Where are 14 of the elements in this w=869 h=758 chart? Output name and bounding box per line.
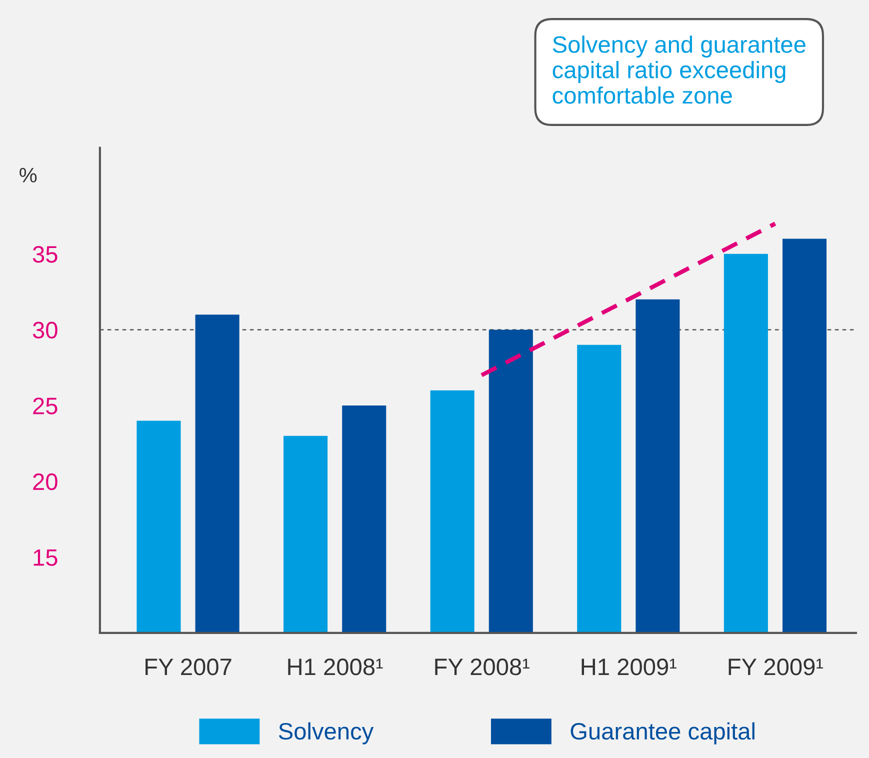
x-tick-label: H1 2008¹: [288, 658, 383, 676]
legend-label: Solvency: [278, 722, 374, 744]
y-tick-label: 30: [32, 322, 58, 339]
y-tick-label: 35: [32, 246, 58, 263]
x-tick-label: H1 2009¹: [582, 658, 676, 676]
y-tick-label: 15: [34, 549, 58, 566]
text: Solvency and guarantee capital ratio exceeding comfortable zone: [552, 36, 806, 104]
y-tick-label: 20: [33, 473, 58, 490]
x-tick-label: FY 2008¹: [435, 658, 530, 676]
x-tick-label: FY 2009¹: [728, 658, 824, 676]
legend-label: Guarantee capital: [570, 722, 754, 744]
y-tick-label: 25: [33, 398, 58, 414]
y-axis-title: %: [20, 168, 37, 182]
x-tick-label: FY 2007: [146, 658, 232, 676]
